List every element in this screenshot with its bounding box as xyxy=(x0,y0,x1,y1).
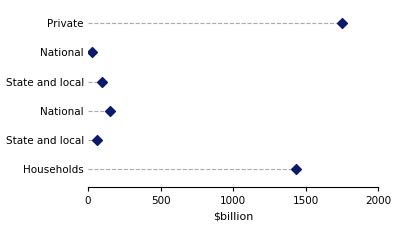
Point xyxy=(339,21,345,25)
Point xyxy=(89,51,96,54)
Point xyxy=(293,168,299,171)
Point xyxy=(94,138,100,142)
X-axis label: $billion: $billion xyxy=(213,211,253,222)
Point xyxy=(99,80,106,83)
Point xyxy=(107,109,114,113)
